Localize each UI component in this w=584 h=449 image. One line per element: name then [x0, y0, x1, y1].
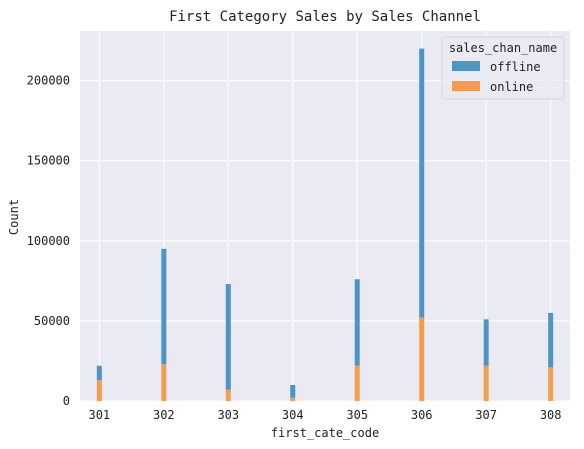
bar-online-303 [225, 389, 231, 401]
x-tick-label: 305 [346, 408, 368, 422]
y-tick-label: 0 [63, 394, 70, 408]
y-axis-ticks: 0 50000 100000 150000 200000 [27, 74, 70, 408]
bar-online-308 [548, 367, 554, 401]
legend-items: offline online [452, 60, 541, 94]
bar-offline-302 [161, 248, 167, 365]
legend-title: sales_chan_name [449, 41, 557, 55]
bar-online-307 [483, 365, 489, 401]
x-tick-label: 301 [88, 408, 110, 422]
y-axis-label: Count [7, 199, 21, 235]
legend-label-offline: offline [490, 60, 541, 74]
bar-offline-304 [290, 384, 296, 398]
x-tick-label: 306 [411, 408, 433, 422]
x-tick-label: 308 [540, 408, 562, 422]
y-tick-label: 200000 [27, 74, 70, 88]
y-tick-label: 100000 [27, 234, 70, 248]
bars [96, 48, 554, 401]
x-tick-label: 307 [475, 408, 497, 422]
legend-swatch-online [452, 81, 480, 91]
bar-online-306 [419, 317, 425, 401]
bar-online-301 [96, 380, 102, 401]
y-tick-label: 50000 [34, 314, 70, 328]
bar-online-302 [161, 364, 167, 401]
legend-label-online: online [490, 80, 533, 94]
legend-swatch-offline [452, 61, 480, 71]
y-tick-label: 150000 [27, 154, 70, 168]
bar-offline-307 [483, 319, 489, 366]
bar-offline-305 [354, 279, 360, 366]
bar-offline-308 [548, 312, 554, 368]
x-tick-label: 302 [153, 408, 175, 422]
bar-offline-306 [419, 48, 425, 318]
bar-offline-303 [225, 284, 231, 390]
bar-online-305 [354, 365, 360, 401]
bar-online-304 [290, 397, 296, 401]
chart-title: First Category Sales by Sales Channel [169, 9, 481, 25]
x-tick-label: 304 [282, 408, 304, 422]
x-axis-label: first_cate_code [271, 426, 379, 440]
legend: sales_chan_name offline online [441, 36, 565, 100]
x-axis-ticks: 301 302 303 304 305 306 307 308 [88, 408, 561, 422]
x-tick-label: 303 [217, 408, 239, 422]
bar-offline-301 [96, 365, 102, 381]
